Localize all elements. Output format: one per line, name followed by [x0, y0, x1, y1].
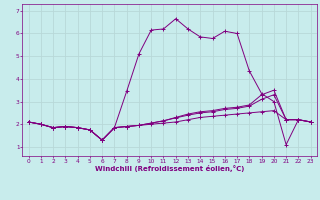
X-axis label: Windchill (Refroidissement éolien,°C): Windchill (Refroidissement éolien,°C) — [95, 165, 244, 172]
